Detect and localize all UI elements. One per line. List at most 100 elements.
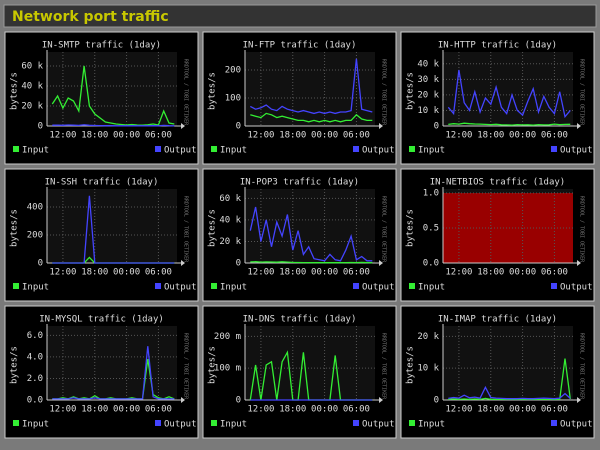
x-tick-label: 06:00 <box>343 131 370 141</box>
legend-swatch <box>409 420 415 426</box>
legend-label: Input <box>220 283 247 293</box>
series-line <box>52 195 175 264</box>
watermark: RRDTOOL / TOBI OETIKER <box>381 196 387 263</box>
x-tick-label: 06:00 <box>343 405 370 415</box>
watermark: RRDTOOL / TOBI OETIKER <box>381 333 387 400</box>
plot-area <box>443 326 573 400</box>
legend-label: Input <box>22 283 49 293</box>
x-tick-label: 00:00 <box>311 268 338 278</box>
legend-swatch <box>211 283 217 289</box>
series-line <box>52 124 175 127</box>
x-tick-label: 06:00 <box>145 405 172 415</box>
y-tick-label: 0 <box>434 122 439 132</box>
legend-swatch <box>551 146 557 152</box>
legend-swatch <box>409 146 415 152</box>
y-tick-label: 20 k <box>417 332 439 342</box>
y-tick-label: 20 k <box>417 90 439 100</box>
axis-arrow <box>181 123 185 129</box>
axis-arrow <box>577 260 581 266</box>
y-tick-label: 60 k <box>21 62 43 72</box>
legend-label: Input <box>220 146 247 156</box>
watermark: RRDTOOL / TOBI OETIKER <box>579 59 585 126</box>
y-tick-label: 0.5 <box>423 224 439 234</box>
chart-title: IN-SSH traffic (1day) <box>45 178 159 188</box>
y-axis-label: bytes/s <box>208 209 218 247</box>
legend-label: Output <box>362 283 395 293</box>
y-tick-label: 0 <box>38 122 43 132</box>
watermark: RRDTOOL / TOBI OETIKER <box>579 196 585 263</box>
series-line <box>448 122 571 126</box>
legend-swatch <box>155 420 161 426</box>
legend-label: Output <box>164 146 197 156</box>
series-line <box>51 65 175 126</box>
x-tick-label: 12:00 <box>445 405 472 415</box>
watermark: RRDTOOL / TOBI OETIKER <box>183 333 189 400</box>
series-line <box>447 69 571 119</box>
y-tick-label: 10 k <box>417 364 439 374</box>
x-tick-label: 18:00 <box>81 268 108 278</box>
y-tick-label: 0.0 <box>27 396 43 406</box>
y-tick-label: 0 <box>236 396 241 406</box>
legend-label: Input <box>22 420 49 430</box>
legend-label: Output <box>560 283 593 293</box>
legend-swatch <box>211 420 217 426</box>
chart-title: IN-FTP traffic (1day) <box>243 41 357 51</box>
legend-label: Input <box>22 146 49 156</box>
y-tick-label: 1.0 <box>423 189 439 199</box>
axis-arrow <box>577 397 581 403</box>
y-axis-label: bytes/s <box>10 209 20 247</box>
y-tick-label: 30 k <box>417 75 439 85</box>
y-tick-label: 0 <box>38 259 43 269</box>
legend-swatch <box>551 283 557 289</box>
chart-title: IN-DNS traffic (1day) <box>243 315 357 325</box>
y-tick-label: 200 m <box>214 332 241 342</box>
x-tick-label: 00:00 <box>311 131 338 141</box>
x-tick-label: 00:00 <box>113 131 140 141</box>
legend-label: Output <box>362 146 395 156</box>
legend-swatch <box>155 146 161 152</box>
y-axis-label: bytes/s <box>208 72 218 110</box>
legend-label: Input <box>418 420 445 430</box>
series-line <box>250 112 373 123</box>
chart-title: IN-HTTP traffic (1day) <box>438 41 557 51</box>
x-tick-label: 06:00 <box>343 268 370 278</box>
y-tick-label: 100 m <box>214 364 241 374</box>
x-tick-label: 18:00 <box>279 131 306 141</box>
x-tick-label: 12:00 <box>445 131 472 141</box>
x-tick-label: 06:00 <box>145 131 172 141</box>
series-line <box>250 261 373 264</box>
legend-label: Input <box>418 283 445 293</box>
legend-label: Output <box>164 283 197 293</box>
legend-label: Input <box>220 420 247 430</box>
plot-area <box>245 326 375 400</box>
axis-arrow <box>181 397 185 403</box>
x-tick-label: 18:00 <box>81 131 108 141</box>
plot-area <box>443 52 573 126</box>
x-tick-label: 06:00 <box>541 268 568 278</box>
y-tick-label: 2.0 <box>27 374 43 384</box>
x-tick-label: 12:00 <box>49 405 76 415</box>
chart-title: IN-MYSQL traffic (1day) <box>39 315 164 325</box>
x-tick-label: 18:00 <box>477 268 504 278</box>
y-tick-label: 20 k <box>219 237 241 247</box>
legend-label: Output <box>560 420 593 430</box>
chart-title: IN-IMAP traffic (1day) <box>438 315 557 325</box>
legend-swatch <box>13 146 19 152</box>
y-tick-label: 100 <box>225 94 241 104</box>
watermark: RRDTOOL / TOBI OETIKER <box>579 333 585 400</box>
x-tick-label: 18:00 <box>81 405 108 415</box>
legend-swatch <box>551 420 557 426</box>
x-tick-label: 12:00 <box>49 268 76 278</box>
y-tick-label: 6.0 <box>27 331 43 341</box>
x-tick-label: 00:00 <box>509 405 536 415</box>
y-tick-label: 200 <box>225 66 241 76</box>
axis-arrow <box>379 397 383 403</box>
series-line <box>448 358 571 401</box>
x-tick-label: 00:00 <box>311 405 338 415</box>
chart-title: IN-POP3 traffic (1day) <box>240 178 359 188</box>
header-title: Network port traffic <box>12 9 169 25</box>
watermark: RRDTOOL / TOBI OETIKER <box>381 59 387 126</box>
y-tick-label: 400 <box>27 203 43 213</box>
x-tick-label: 18:00 <box>279 268 306 278</box>
